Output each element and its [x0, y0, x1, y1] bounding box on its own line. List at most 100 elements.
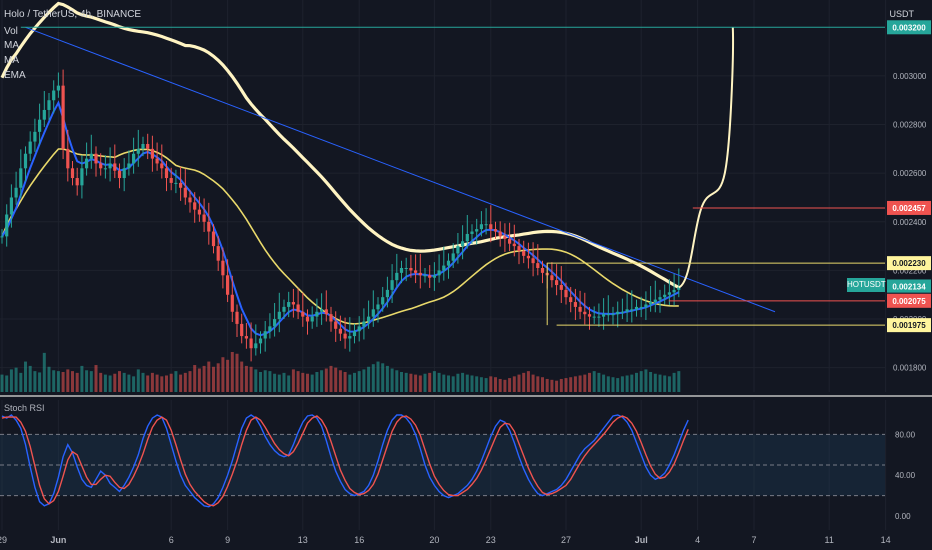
y-tick-label: 0.003000 — [893, 72, 927, 81]
candle-body — [475, 229, 479, 232]
volume-bar — [103, 374, 107, 392]
candle-body — [320, 309, 324, 312]
candle-body — [540, 268, 545, 273]
volume-bar — [320, 370, 324, 392]
volume-bar — [672, 372, 676, 392]
candle-body — [498, 231, 502, 237]
volume-bar — [118, 371, 121, 392]
volume-bar — [24, 361, 27, 392]
candle-body — [216, 246, 220, 261]
candle-body — [385, 289, 389, 298]
volume-bar — [555, 380, 559, 392]
volume-bar — [503, 379, 507, 392]
candle-body — [277, 311, 281, 320]
volume-bar — [498, 378, 502, 392]
indicator-ema[interactable]: EMA — [4, 70, 26, 81]
volume-bar — [602, 374, 606, 392]
candle-body — [381, 297, 385, 305]
candle-body — [94, 153, 98, 164]
volume-bar — [583, 374, 587, 392]
volume-bar — [273, 373, 277, 392]
volume-bar — [588, 372, 591, 392]
candle-body — [414, 270, 418, 273]
volume-bar — [432, 371, 436, 392]
price-tag-bg — [887, 318, 931, 333]
volume-bar — [89, 371, 93, 392]
volume-bar — [409, 373, 413, 392]
volume-bar — [80, 365, 84, 392]
stoch-rsi-label: Stoch RSI — [4, 403, 45, 413]
candle-body — [66, 148, 70, 169]
stoch-y-tick: 40.00 — [895, 471, 916, 480]
candle-body — [517, 246, 521, 251]
indicator-ma-2[interactable]: MA — [4, 55, 19, 66]
volume-bar — [240, 361, 244, 392]
price-tag-label: 0.001975 — [892, 321, 926, 330]
volume-bar — [376, 361, 380, 392]
volume-bar — [329, 365, 333, 392]
volume-bar — [456, 373, 460, 392]
price-tag-bg — [887, 20, 931, 35]
candle-body — [207, 221, 211, 232]
x-tick-label: 13 — [298, 535, 308, 545]
candle-body — [268, 326, 272, 332]
volume-bar — [353, 372, 356, 392]
candle-body — [597, 316, 601, 318]
chart-title: Holo / TetherUS, 4h, BINANCE — [4, 9, 142, 20]
volume-bar — [197, 368, 201, 392]
drawings — [20, 26, 885, 326]
candle-body — [160, 163, 164, 169]
volume-bar — [235, 353, 239, 392]
volume-bar — [437, 372, 441, 392]
candle-body — [583, 311, 587, 315]
volume-bar — [470, 375, 474, 392]
candle-body — [446, 260, 451, 266]
candle-body — [634, 306, 639, 310]
time-axis: 29Jun691316202327Jul4711141821 — [0, 535, 891, 545]
candle-body — [653, 299, 657, 303]
volume-bar — [625, 375, 629, 392]
candle-body — [329, 314, 333, 322]
price-tag-label: 0.003200 — [892, 23, 926, 32]
indicator-vol[interactable]: Vol — [4, 26, 18, 37]
price-tag-label: 0.002457 — [892, 204, 926, 213]
stoch-rsi-pane — [0, 414, 885, 508]
candle-body — [418, 272, 422, 276]
volume-bar — [667, 376, 671, 392]
volume-bar — [564, 378, 568, 392]
projection-path[interactable] — [678, 27, 734, 289]
candle-body — [367, 316, 371, 322]
volume-bar — [150, 372, 154, 392]
candle-body — [122, 168, 126, 179]
volume-bar — [207, 361, 211, 392]
candle-body — [23, 153, 28, 169]
candle-body — [136, 148, 140, 154]
volume-bar — [381, 363, 385, 392]
volume-bar — [649, 372, 653, 392]
volume-bar — [42, 352, 46, 392]
candle-body — [89, 153, 93, 159]
volume-bar — [597, 372, 601, 392]
volume-bar — [442, 374, 446, 392]
volume-bar — [0, 374, 4, 392]
volume-bar — [127, 374, 131, 392]
candle-body — [108, 163, 112, 169]
y-tick-label: 0.002200 — [893, 266, 927, 275]
candle-body — [324, 309, 328, 315]
x-tick-label: 14 — [881, 535, 891, 545]
volume-bar — [291, 369, 295, 392]
candle-body — [602, 314, 606, 317]
volume-bar — [451, 376, 455, 392]
candle-body — [432, 275, 436, 278]
indicator-ma-1[interactable]: MA — [4, 40, 19, 51]
trend-line[interactable] — [25, 26, 776, 313]
candle-body — [390, 280, 394, 290]
candle-body — [254, 343, 258, 349]
candle-body — [258, 338, 263, 344]
candle-body — [451, 253, 455, 261]
volume-bar — [541, 377, 544, 392]
candle-body — [52, 90, 56, 101]
candle-body — [240, 323, 244, 337]
volume-bar — [132, 376, 136, 392]
